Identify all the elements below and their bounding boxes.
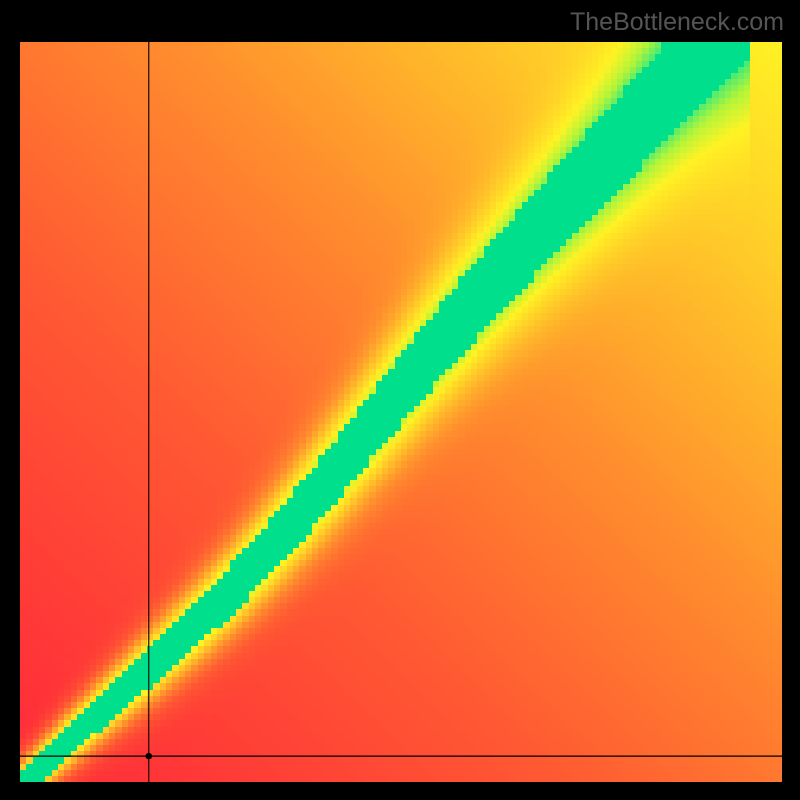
bottleneck-heatmap xyxy=(20,42,782,782)
chart-container: { "chart": { "type": "heatmap", "canvas"… xyxy=(0,0,800,800)
watermark-text: TheBottleneck.com xyxy=(570,8,784,37)
